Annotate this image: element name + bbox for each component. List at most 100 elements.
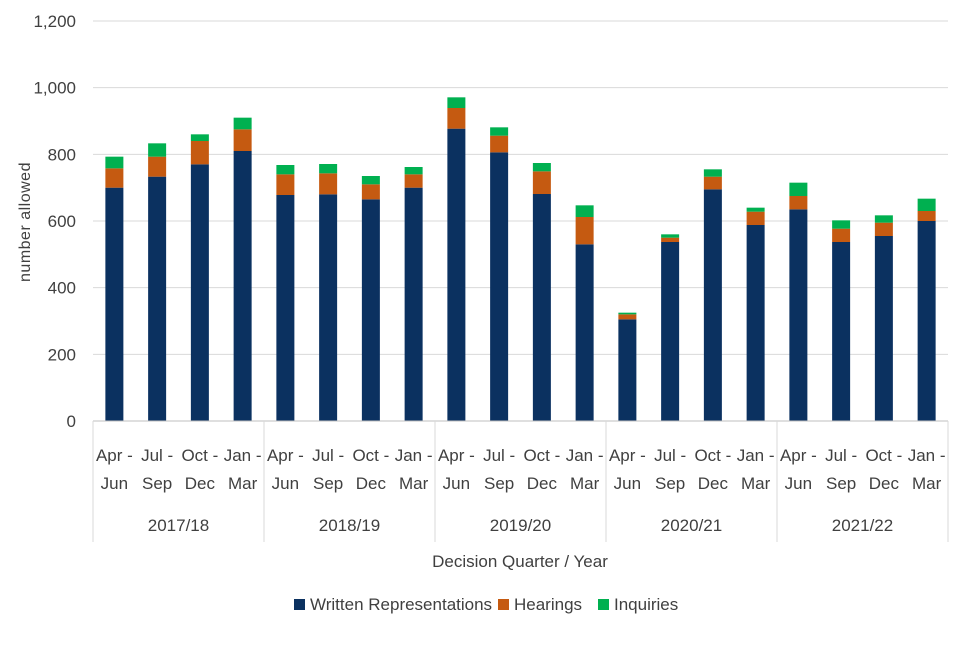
bar-segment-written-representations bbox=[490, 152, 509, 422]
bar-segment-inquiries bbox=[276, 165, 295, 175]
x-tick-label-line2: Jun bbox=[785, 474, 812, 493]
x-tick-label-line2: Dec bbox=[869, 474, 900, 493]
bar-segment-inquiries bbox=[148, 143, 167, 157]
bars bbox=[105, 97, 936, 422]
bar-segment-written-representations bbox=[832, 242, 851, 421]
bar-segment-hearings bbox=[661, 237, 680, 242]
x-tick-label-line1: Oct - bbox=[523, 446, 560, 465]
bar-segment-hearings bbox=[319, 173, 338, 195]
bar-segment-hearings bbox=[575, 217, 594, 245]
bar-segment-inquiries bbox=[404, 167, 423, 175]
x-tick-label-line1: Apr - bbox=[267, 446, 304, 465]
legend-swatch-hearings bbox=[498, 599, 509, 610]
bar-segment-written-representations bbox=[105, 187, 124, 421]
x-tick-label-line1: Jan - bbox=[566, 446, 604, 465]
bar-segment-written-representations bbox=[404, 187, 423, 421]
y-tick-label: 600 bbox=[48, 212, 76, 231]
x-tick-label-line1: Oct - bbox=[694, 446, 731, 465]
y-tick-label: 200 bbox=[48, 345, 76, 364]
legend-swatch-written-representations bbox=[294, 599, 305, 610]
bar-segment-written-representations bbox=[447, 128, 466, 421]
x-tick-label-line1: Apr - bbox=[780, 446, 817, 465]
x-tick-label-line2: Sep bbox=[142, 474, 172, 493]
legend: Written Representations Hearings Inquiries bbox=[294, 595, 678, 614]
bar-segment-inquiries bbox=[618, 312, 637, 315]
bar-segment-written-representations bbox=[703, 189, 722, 421]
x-tick-label-line2: Dec bbox=[185, 474, 216, 493]
y-tick-label: 800 bbox=[48, 145, 76, 164]
bar-segment-hearings bbox=[874, 222, 893, 236]
bar-segment-written-representations bbox=[917, 221, 936, 421]
x-tick-label-line1: Jul - bbox=[141, 446, 173, 465]
bar-segment-inquiries bbox=[917, 198, 936, 211]
y-tick-label: 1,000 bbox=[33, 79, 76, 98]
bar-segment-hearings bbox=[276, 174, 295, 195]
x-tick-label-line2: Sep bbox=[484, 474, 514, 493]
x-tick-label-line1: Jan - bbox=[908, 446, 946, 465]
x-tick-label-line1: Jul - bbox=[483, 446, 515, 465]
y-tick-label: 0 bbox=[67, 412, 76, 431]
legend-label: Inquiries bbox=[614, 595, 678, 614]
bar-segment-written-representations bbox=[575, 244, 594, 421]
bar-segment-hearings bbox=[832, 228, 851, 242]
x-tick-label-line2: Dec bbox=[356, 474, 387, 493]
bar-segment-inquiries bbox=[361, 176, 380, 185]
bar-segment-inquiries bbox=[874, 215, 893, 223]
bar-segment-hearings bbox=[404, 174, 423, 188]
bar-segment-written-representations bbox=[661, 242, 680, 421]
x-axis-title: Decision Quarter / Year bbox=[432, 552, 608, 571]
bar-segment-inquiries bbox=[532, 163, 551, 172]
bar-segment-hearings bbox=[190, 141, 209, 165]
x-tick-label-line1: Apr - bbox=[438, 446, 475, 465]
year-group-label: 2017/18 bbox=[148, 516, 209, 535]
bar-segment-inquiries bbox=[703, 169, 722, 177]
bar-segment-hearings bbox=[703, 176, 722, 190]
bar-segment-hearings bbox=[361, 184, 380, 200]
x-tick-label-line1: Jan - bbox=[395, 446, 433, 465]
x-tick-label-line2: Mar bbox=[228, 474, 258, 493]
year-group-label: 2019/20 bbox=[490, 516, 551, 535]
x-tick-label-line1: Apr - bbox=[609, 446, 646, 465]
x-tick-label-line1: Apr - bbox=[96, 446, 133, 465]
bar-segment-inquiries bbox=[490, 127, 509, 136]
x-tick-label-line1: Oct - bbox=[352, 446, 389, 465]
bar-segment-written-representations bbox=[874, 236, 893, 421]
bar-segment-written-representations bbox=[789, 209, 808, 421]
y-tick-label: 1,200 bbox=[33, 12, 76, 31]
bar-segment-hearings bbox=[447, 108, 466, 129]
bar-segment-inquiries bbox=[832, 220, 851, 229]
gridlines bbox=[93, 20, 948, 355]
bar-segment-hearings bbox=[532, 171, 551, 194]
x-tick-label-line2: Mar bbox=[570, 474, 600, 493]
x-tick-label-line2: Mar bbox=[399, 474, 429, 493]
x-tick-label-line2: Mar bbox=[912, 474, 942, 493]
bar-segment-hearings bbox=[233, 129, 252, 151]
bar-segment-hearings bbox=[917, 211, 936, 221]
x-tick-label-line2: Jun bbox=[272, 474, 299, 493]
legend-label: Hearings bbox=[514, 595, 582, 614]
bar-segment-written-representations bbox=[361, 199, 380, 421]
bar-segment-written-representations bbox=[190, 164, 209, 422]
x-tick-label-line1: Jan - bbox=[224, 446, 262, 465]
bar-segment-written-representations bbox=[276, 195, 295, 421]
legend-swatch-inquiries bbox=[598, 599, 609, 610]
bar-segment-inquiries bbox=[789, 182, 808, 196]
bar-segment-written-representations bbox=[319, 194, 338, 421]
bar-segment-inquiries bbox=[190, 134, 209, 141]
year-group-label: 2020/21 bbox=[661, 516, 722, 535]
bar-segment-hearings bbox=[105, 168, 124, 188]
x-tick-label-line2: Jun bbox=[443, 474, 470, 493]
x-tick-label-line2: Sep bbox=[313, 474, 343, 493]
bar-segment-hearings bbox=[746, 211, 765, 225]
bar-segment-inquiries bbox=[447, 97, 466, 108]
x-tick-label-line1: Jul - bbox=[312, 446, 344, 465]
bar-segment-inquiries bbox=[319, 164, 338, 174]
bar-segment-written-representations bbox=[746, 225, 765, 421]
bar-segment-hearings bbox=[789, 196, 808, 210]
axes: 0 200 400 600 800 1,000 1,200 Apr - Jun Jul - Sep O… bbox=[33, 12, 949, 542]
x-tick-label-line2: Dec bbox=[698, 474, 729, 493]
x-tick-label-line1: Jul - bbox=[654, 446, 686, 465]
x-tick-label-line2: Jun bbox=[101, 474, 128, 493]
x-tick-label-line2: Dec bbox=[527, 474, 558, 493]
